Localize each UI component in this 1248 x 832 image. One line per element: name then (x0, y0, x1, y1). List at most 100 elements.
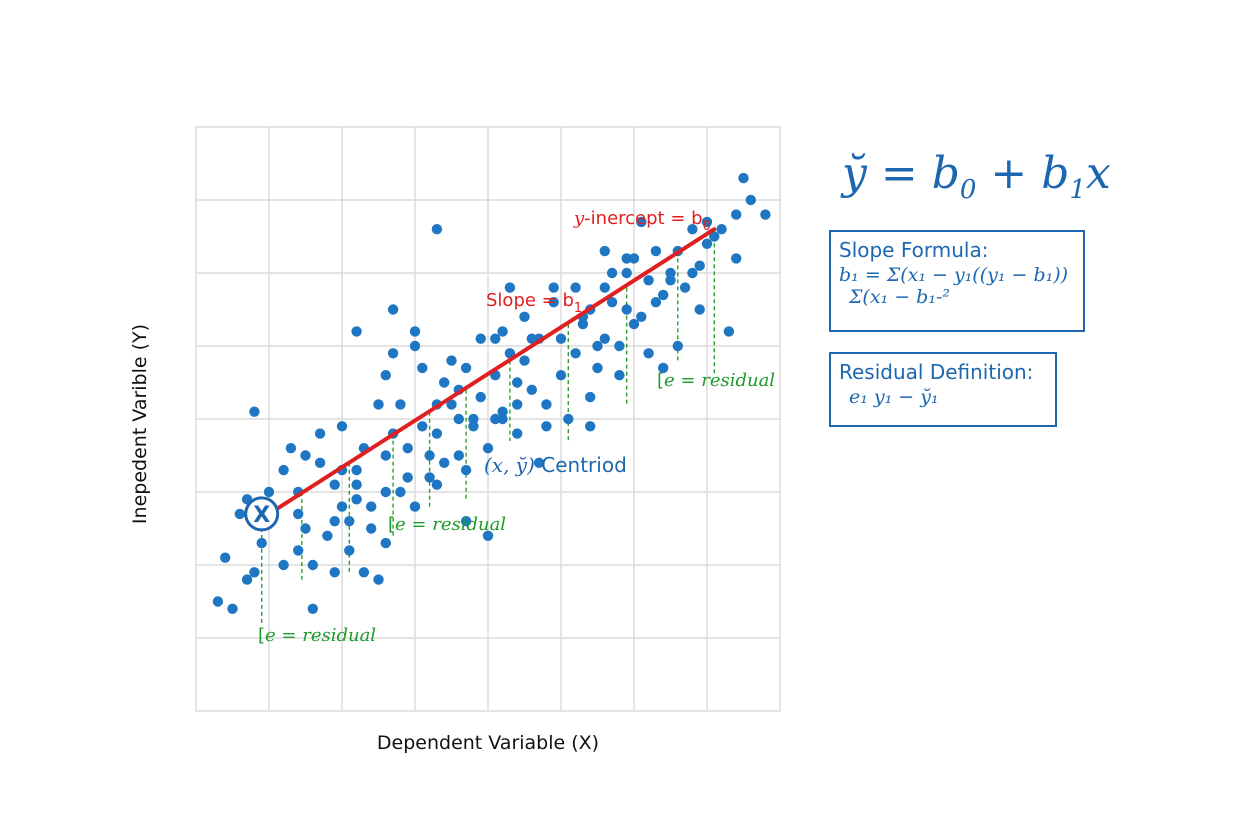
data-point (387, 304, 399, 315)
data-point (687, 267, 698, 279)
data-point (431, 479, 443, 490)
data-point (329, 567, 340, 578)
data-point (482, 530, 494, 541)
data-point (526, 333, 537, 344)
data-point (380, 537, 391, 549)
data-point (490, 333, 501, 344)
data-point (621, 253, 632, 264)
data-point (220, 552, 231, 563)
residual-definition-title: Residual Definition: (839, 360, 1034, 384)
data-point (614, 370, 625, 381)
data-point (234, 508, 245, 520)
data-point (453, 450, 464, 461)
data-point (497, 406, 508, 417)
data-point (439, 377, 450, 388)
centroid-ring (244, 496, 280, 532)
data-point (278, 464, 289, 476)
data-point (358, 567, 370, 578)
data-point (636, 216, 647, 228)
data-point (628, 318, 640, 330)
data-point (307, 603, 318, 614)
data-point (409, 326, 421, 337)
data-point (366, 501, 377, 512)
data-point (460, 516, 472, 527)
centroid-annotation: (x, y̆) Centriod (484, 453, 627, 477)
data-point (373, 399, 384, 410)
data-point (628, 253, 640, 264)
data-point (314, 428, 326, 439)
data-point (519, 311, 530, 322)
data-point (293, 508, 304, 520)
data-point (614, 340, 625, 352)
data-point (679, 282, 691, 293)
intercept-annotation: y-inercept = b0 (573, 208, 711, 234)
data-point (460, 362, 472, 374)
data-point (212, 596, 224, 607)
data-point (227, 603, 238, 614)
data-point (387, 348, 399, 359)
data-point (658, 289, 669, 301)
data-point (570, 348, 581, 359)
data-point (453, 413, 464, 425)
data-point (606, 297, 618, 308)
data-point (577, 318, 589, 330)
residual-label-1: [e = residual (657, 370, 775, 391)
data-point (344, 545, 355, 556)
slope-annotation: Slope = b1 (486, 290, 582, 316)
slope-formula-line-1: b₁ = Σ(x₁ − y₁((y₁ − b₁)) (839, 264, 1069, 286)
slope-formula-title: Slope Formula: (839, 238, 989, 262)
residual-definition-box: Residual Definition: e₁ y₁ − y̆₁ (829, 352, 1057, 427)
data-point (300, 450, 311, 461)
data-point (701, 216, 713, 228)
data-point (599, 245, 610, 257)
data-point (541, 399, 552, 410)
data-point (278, 559, 289, 571)
data-point (643, 348, 654, 359)
data-point (329, 479, 340, 490)
data-point (738, 172, 749, 184)
residual-definition-line: e₁ y₁ − y̆₁ (849, 386, 939, 408)
data-point (687, 224, 698, 235)
data-point (665, 267, 676, 279)
data-point (241, 574, 253, 585)
data-point (497, 326, 508, 337)
data-point (599, 333, 610, 344)
data-point (351, 494, 362, 505)
data-point (497, 413, 508, 425)
data-point (336, 421, 348, 432)
data-point (512, 428, 523, 439)
data-point (526, 384, 537, 395)
data-point (512, 399, 523, 410)
data-point (380, 450, 391, 461)
data-point (512, 377, 523, 388)
data-point (351, 479, 362, 490)
data-point (621, 304, 632, 315)
data-point (563, 413, 574, 425)
regression-line-group (267, 227, 717, 516)
data-point (431, 224, 443, 235)
data-point (541, 421, 552, 432)
data-point (395, 399, 406, 410)
data-point (409, 340, 421, 352)
data-point (694, 304, 705, 315)
data-point (716, 224, 727, 235)
data-point (585, 391, 596, 403)
data-point (701, 238, 713, 249)
data-point (585, 421, 596, 432)
data-point (650, 245, 662, 257)
centroid-marker: X (244, 496, 280, 532)
data-point (709, 231, 720, 242)
data-point (592, 340, 603, 352)
data-point (314, 457, 326, 468)
data-point (380, 370, 391, 381)
data-point (490, 413, 501, 425)
data-point (548, 297, 559, 308)
data-point (395, 486, 406, 498)
data-point (249, 567, 260, 578)
data-point (417, 362, 428, 374)
data-point (475, 391, 486, 403)
data-point (694, 260, 705, 271)
data-point (380, 486, 391, 498)
data-point (460, 464, 472, 476)
data-point (402, 472, 413, 483)
